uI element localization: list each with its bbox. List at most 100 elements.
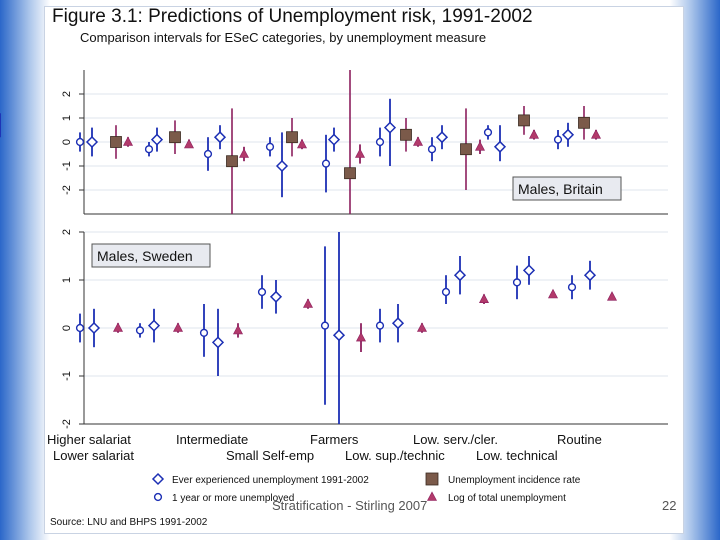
sweden-point-triangle <box>479 293 489 304</box>
category-label: Low. technical <box>476 448 558 463</box>
category-label: Low. sup./technic <box>345 448 445 463</box>
sweden-point-circle <box>199 328 209 337</box>
britain-point-triangle <box>297 138 307 149</box>
britain-point-diamond <box>493 140 507 153</box>
sweden-ytick-label: 0 <box>61 325 73 331</box>
britain-point-diamond <box>435 131 449 144</box>
category-label: Low. serv./cler. <box>413 432 498 447</box>
legend-label: 1 year or more unemployed <box>172 493 294 504</box>
sweden-point-triangle <box>233 324 243 335</box>
britain-ytick-label: -1 <box>61 161 73 171</box>
sweden-point-circle <box>75 323 85 333</box>
sweden-label-text: Males, Sweden <box>97 248 193 264</box>
legend-square-marker <box>425 472 439 486</box>
britain-point-circle <box>321 159 331 168</box>
britain-label-box <box>512 176 622 201</box>
britain-ytick-label: 1 <box>61 115 73 121</box>
britain-point-square <box>578 116 590 129</box>
britain-point-circle <box>203 149 213 159</box>
britain-point-square <box>344 167 356 180</box>
category-label: Routine <box>557 432 602 447</box>
category-label: Intermediate <box>176 432 248 447</box>
sweden-point-triangle <box>113 322 123 332</box>
sweden-point-diamond <box>522 264 536 277</box>
sweden-point-diamond <box>87 321 101 335</box>
slide-number: 22 <box>662 498 677 513</box>
legend-label: Ever experienced unemployment 1991-2002 <box>172 475 369 486</box>
sweden-point-triangle <box>417 322 427 332</box>
britain-point-circle <box>553 135 563 144</box>
sweden-point-diamond <box>269 290 283 303</box>
britain-point-triangle <box>239 148 249 158</box>
sweden-label-box <box>91 243 211 268</box>
sweden-point-circle <box>375 321 385 330</box>
sweden-point-diamond <box>391 317 405 330</box>
category-label: Higher salariat <box>47 432 131 447</box>
sweden-point-diamond <box>583 269 597 282</box>
britain-point-circle <box>375 137 385 147</box>
sweden-point-triangle <box>303 298 313 308</box>
legend-label: Log of total unemployment <box>448 493 566 504</box>
sweden-point-circle <box>135 326 145 335</box>
britain-point-circle <box>427 145 437 154</box>
britain-ytick-label: 0 <box>61 139 73 145</box>
britain-point-square <box>169 131 181 144</box>
sweden-ytick-label: 1 <box>61 277 73 283</box>
britain-point-diamond <box>150 133 164 146</box>
britain-point-square <box>518 114 530 127</box>
sweden-ytick-label: -1 <box>61 371 73 381</box>
sweden-point-circle <box>441 287 451 297</box>
category-label: Small Self-emp <box>226 448 314 463</box>
britain-point-diamond <box>275 159 289 173</box>
sweden-ytick-label: 2 <box>61 229 73 235</box>
britain-point-square <box>110 136 122 148</box>
britain-label-text: Males, Britain <box>518 181 603 197</box>
sweden-point-diamond <box>147 319 161 332</box>
britain-point-diamond <box>85 135 99 149</box>
britain-point-circle <box>144 145 154 154</box>
britain-point-diamond <box>383 121 397 134</box>
britain-point-circle <box>265 142 275 151</box>
legend-circle-marker <box>153 492 163 502</box>
britain-ytick-label: 2 <box>61 91 73 97</box>
britain-point-square <box>226 155 238 168</box>
britain-point-circle <box>75 137 85 147</box>
britain-point-triangle <box>413 136 423 146</box>
sweden-ytick-label: -2 <box>61 419 73 429</box>
britain-point-diamond <box>561 128 575 141</box>
britain-point-triangle <box>355 148 365 158</box>
figure-subtitle: Comparison intervals for ESeC categories… <box>80 30 487 45</box>
britain-point-square <box>400 128 412 141</box>
britain-point-triangle <box>475 141 485 151</box>
category-label: Lower salariat <box>53 448 134 463</box>
sweden-point-circle <box>320 321 330 330</box>
britain-point-triangle <box>529 129 539 139</box>
sweden-point-circle <box>567 283 577 292</box>
legend-diamond-marker <box>151 472 165 486</box>
sweden-point-circle <box>257 287 267 297</box>
legend-label: Unemployment incidence rate <box>448 475 581 486</box>
britain-point-square <box>460 143 472 156</box>
britain-ytick-label: -2 <box>61 185 73 195</box>
britain-point-circle <box>483 128 493 137</box>
slide-footer: Stratification - Stirling 2007 <box>272 498 428 513</box>
sweden-point-triangle <box>548 288 558 299</box>
category-label: Farmers <box>310 432 359 447</box>
britain-point-triangle <box>591 129 601 139</box>
britain-point-diamond <box>213 131 227 144</box>
sweden-point-triangle <box>607 291 617 301</box>
sweden-point-diamond <box>332 329 346 342</box>
legend-triangle-marker <box>427 491 437 501</box>
source-note: Source: LNU and BHPS 1991-2002 <box>50 517 208 528</box>
sweden-point-triangle <box>356 331 366 342</box>
sweden-point-triangle <box>173 322 183 332</box>
britain-point-triangle <box>123 136 133 146</box>
britain-point-triangle <box>184 138 194 149</box>
sweden-point-circle <box>512 278 522 287</box>
britain-point-diamond <box>327 133 341 146</box>
sweden-point-diamond <box>211 336 225 349</box>
britain-point-square <box>286 131 298 144</box>
figure-title: Figure 3.1: Predictions of Unemployment … <box>52 6 533 27</box>
sweden-point-diamond <box>453 269 467 282</box>
